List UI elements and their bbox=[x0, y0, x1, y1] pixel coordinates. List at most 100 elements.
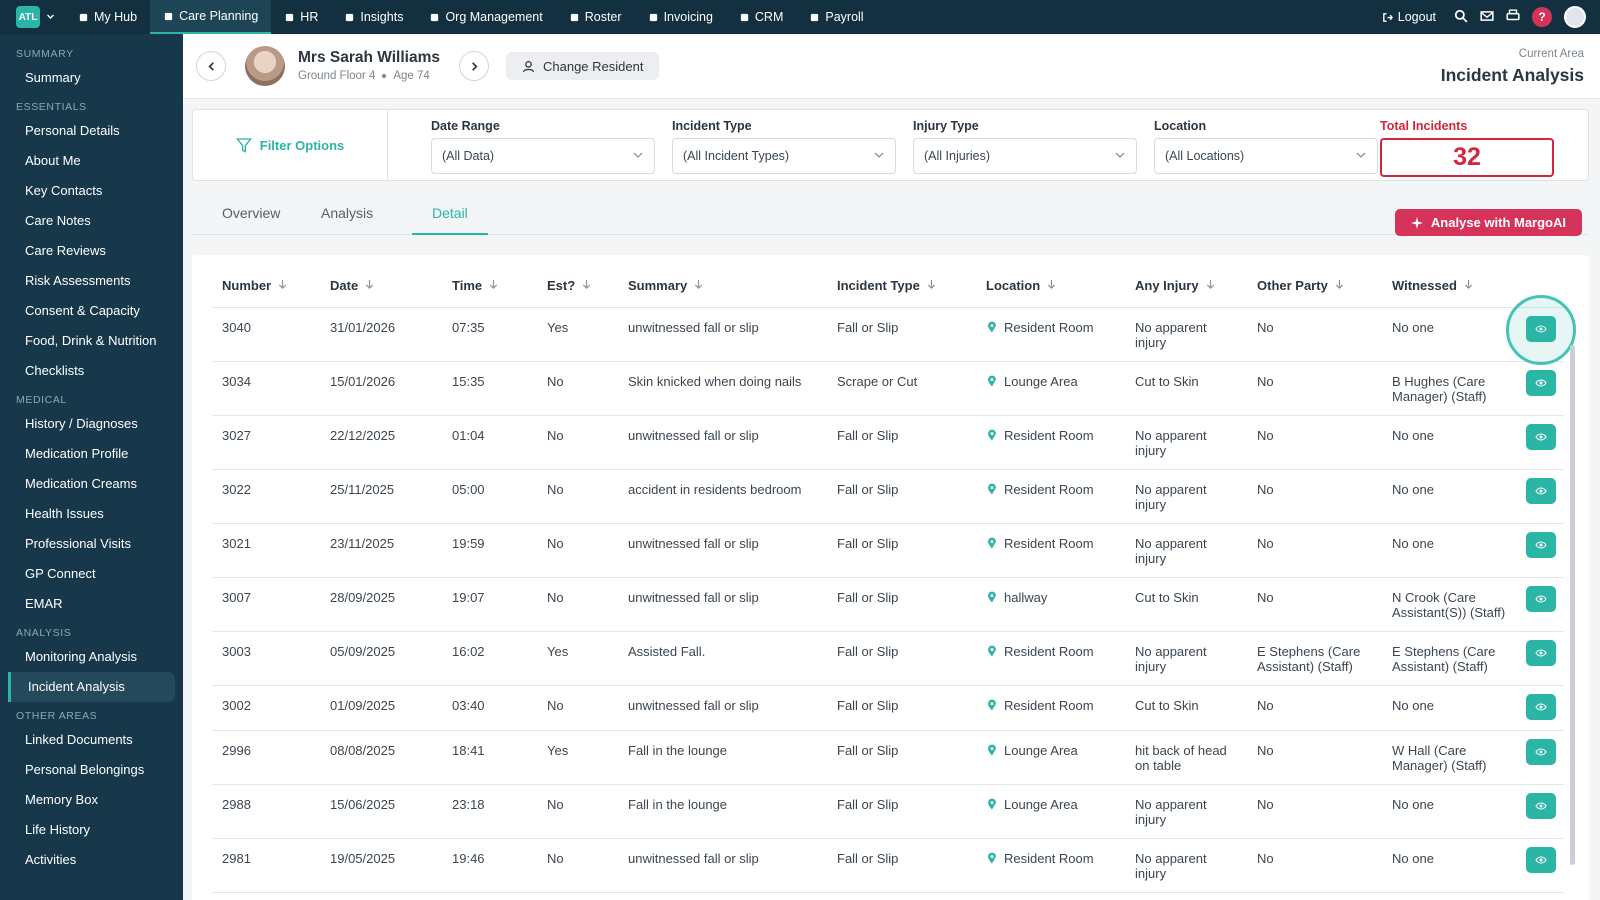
toolbar-icon[interactable] bbox=[1480, 9, 1494, 26]
cell: 28/09/2025 bbox=[320, 577, 442, 632]
filter-select[interactable]: (All Injuries) bbox=[913, 138, 1137, 174]
sidebar-item[interactable]: Medication Creams bbox=[25, 476, 137, 491]
nav-item[interactable]: Roster bbox=[556, 0, 635, 34]
sidebar-item[interactable]: Personal Belongings bbox=[25, 762, 145, 777]
sidebar-item[interactable]: Key Contacts bbox=[25, 183, 103, 198]
column-label: Any Injury bbox=[1135, 278, 1199, 294]
cell-text: hallway bbox=[1004, 589, 1048, 605]
sidebar-item[interactable]: Summary bbox=[25, 70, 81, 85]
cell-text: No bbox=[1257, 481, 1274, 497]
sidebar-item[interactable]: About Me bbox=[25, 153, 81, 168]
incident-row: 3021 23/11/2025 19:59 No unwitnessed fall or… bbox=[212, 523, 1564, 578]
cell-text: Resident Room bbox=[1004, 481, 1094, 497]
column-header[interactable]: Any Injury bbox=[1125, 255, 1247, 308]
incident-row: 3022 25/11/2025 05:00 No accident in residen… bbox=[212, 469, 1564, 524]
sidebar-item[interactable]: Life History bbox=[25, 822, 91, 837]
user-avatar[interactable] bbox=[1564, 6, 1586, 28]
icon bbox=[1535, 594, 1547, 603]
tab[interactable]: Detail bbox=[412, 192, 488, 235]
column-header[interactable]: Other Party bbox=[1247, 255, 1382, 308]
ai-button[interactable]: Analyse with MargoAI bbox=[1394, 209, 1582, 236]
cell: 2988 bbox=[212, 784, 320, 839]
logout[interactable]: Logout bbox=[1376, 0, 1442, 34]
filter-bar: Filter Options Date Range (All Data) Incide… bbox=[192, 109, 1589, 181]
logo[interactable]: ATL bbox=[16, 6, 40, 28]
view-button[interactable] bbox=[1526, 639, 1556, 666]
view-button[interactable] bbox=[1526, 693, 1556, 720]
cell-text: No apparent injury bbox=[1135, 796, 1207, 828]
tab[interactable]: Overview bbox=[222, 205, 281, 221]
icon bbox=[988, 798, 996, 809]
cell: 3022 bbox=[212, 469, 320, 524]
filter-select[interactable]: (All Incident Types) bbox=[672, 138, 896, 174]
cell: 15/06/2025 bbox=[320, 784, 442, 839]
nav-item[interactable]: My Hub bbox=[65, 0, 150, 34]
prev-resident[interactable] bbox=[196, 51, 226, 81]
nav-item[interactable]: Insights bbox=[331, 0, 416, 34]
cell: Fall or Slip bbox=[827, 469, 976, 524]
sidebar-item[interactable]: EMAR bbox=[25, 596, 63, 611]
next-resident[interactable] bbox=[459, 51, 489, 81]
view-button[interactable] bbox=[1526, 585, 1556, 612]
filter-select[interactable]: (All Locations) bbox=[1154, 138, 1378, 174]
cell-text: 2981 bbox=[222, 850, 251, 866]
nav-item[interactable]: Payroll bbox=[796, 0, 876, 34]
view-button[interactable] bbox=[1526, 531, 1556, 558]
help-button[interactable]: ? bbox=[1532, 7, 1552, 27]
view-button[interactable] bbox=[1526, 792, 1556, 819]
nav-item[interactable]: Invoicing bbox=[635, 0, 726, 34]
nav-item[interactable]: HR bbox=[271, 0, 331, 34]
icon bbox=[988, 852, 996, 863]
sidebar-item[interactable]: History / Diagnoses bbox=[25, 416, 138, 431]
sidebar-item[interactable]: Activities bbox=[25, 852, 77, 867]
icon bbox=[740, 13, 749, 21]
sidebar-item[interactable]: Memory Box bbox=[25, 792, 98, 807]
toolbar-icon[interactable] bbox=[1454, 9, 1468, 26]
change-resident-button[interactable]: Change Resident bbox=[506, 52, 660, 80]
cell: E Stephens (Care Assistant) (Staff) bbox=[1382, 631, 1516, 686]
sidebar-item[interactable]: Monitoring Analysis bbox=[25, 649, 137, 664]
tab[interactable]: Analysis bbox=[321, 205, 374, 221]
view-button[interactable] bbox=[1526, 846, 1556, 873]
column-header[interactable]: Witnessed bbox=[1382, 255, 1516, 308]
nav-item[interactable]: Org Management bbox=[416, 0, 555, 34]
sidebar-item[interactable]: Professional Visits bbox=[25, 536, 131, 551]
view-button[interactable] bbox=[1526, 369, 1556, 396]
sidebar-item[interactable]: GP Connect bbox=[25, 566, 96, 581]
cell: Lounge Area bbox=[976, 784, 1125, 839]
sidebar-item[interactable]: Checklists bbox=[25, 363, 85, 378]
sidebar-item[interactable]: Medication Profile bbox=[25, 446, 129, 461]
column-header[interactable]: Incident Type bbox=[827, 255, 976, 308]
column-header[interactable]: Est? bbox=[537, 255, 618, 308]
column-header[interactable]: Summary bbox=[618, 255, 827, 308]
nav-label: Org Management bbox=[445, 10, 543, 24]
nav-item[interactable]: CRM bbox=[726, 0, 796, 34]
filter-select[interactable]: (All Data) bbox=[431, 138, 655, 174]
sidebar-item[interactable]: Risk Assessments bbox=[25, 273, 131, 288]
toolbar-icon[interactable] bbox=[1506, 8, 1520, 26]
cell-text: No bbox=[1257, 697, 1274, 713]
sidebar-item[interactable]: Care Reviews bbox=[25, 243, 106, 258]
column-header[interactable]: Date bbox=[320, 255, 442, 308]
view-button[interactable] bbox=[1526, 738, 1556, 765]
column-header[interactable]: Time bbox=[442, 255, 537, 308]
cell: No one bbox=[1382, 523, 1516, 578]
view-button[interactable] bbox=[1526, 423, 1556, 450]
view-button[interactable] bbox=[1526, 477, 1556, 504]
sidebar-item[interactable]: Health Issues bbox=[25, 506, 104, 521]
sidebar-item[interactable]: Care Notes bbox=[25, 213, 91, 228]
cell: 08/08/2025 bbox=[320, 730, 442, 785]
column-header[interactable]: Location bbox=[976, 255, 1125, 308]
cell-text: 2988 bbox=[222, 796, 251, 812]
sidebar-item[interactable]: Linked Documents bbox=[25, 732, 133, 747]
cell: No bbox=[1247, 307, 1382, 362]
sidebar-item[interactable]: Incident Analysis bbox=[8, 672, 175, 702]
nav-item[interactable]: Care Planning bbox=[150, 0, 272, 34]
sidebar-item[interactable]: Consent & Capacity bbox=[25, 303, 140, 318]
filter-options[interactable]: Filter Options bbox=[193, 110, 388, 180]
column-header[interactable]: Number bbox=[212, 255, 320, 308]
sidebar-item[interactable]: Food, Drink & Nutrition bbox=[25, 333, 157, 348]
view-button[interactable] bbox=[1506, 294, 1576, 365]
chevron bbox=[873, 149, 885, 164]
sidebar-item[interactable]: Personal Details bbox=[25, 123, 120, 138]
